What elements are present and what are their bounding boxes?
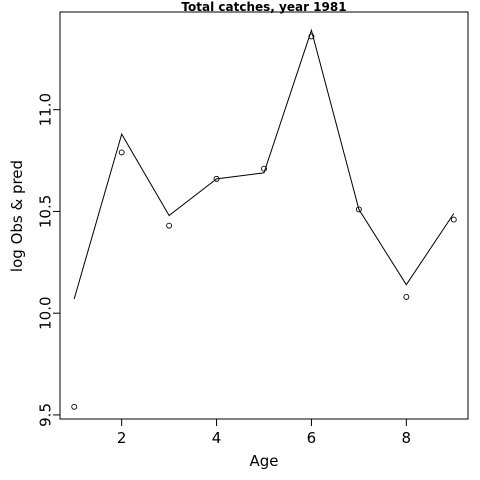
y-axis: 9.5 10.0 10.5 11.0 <box>37 93 61 427</box>
chart-title: Total catches, year 1981 <box>181 0 346 14</box>
x-axis-label: Age <box>249 452 278 470</box>
y-tick-label: 10.0 <box>37 296 55 329</box>
plot-frame <box>59 11 469 420</box>
observed-point <box>166 222 173 229</box>
observed-point <box>118 149 125 156</box>
x-tick-label: 8 <box>402 429 412 447</box>
observed-point <box>450 216 457 223</box>
observed-point <box>355 206 362 213</box>
x-tick-label: 2 <box>117 429 127 447</box>
predicted-line <box>73 28 455 300</box>
y-axis-label: log Obs & pred <box>8 160 26 272</box>
observed-point <box>71 403 78 410</box>
y-tick-label: 9.5 <box>37 403 55 427</box>
series-layer <box>71 28 457 410</box>
x-tick-label: 4 <box>212 429 222 447</box>
x-axis: 2 4 6 8 <box>117 418 412 447</box>
observed-point <box>261 165 267 172</box>
x-tick-label: 6 <box>307 429 317 447</box>
observed-point <box>403 293 410 300</box>
y-tick-label: 11.0 <box>37 93 55 126</box>
y-tick-label: 10.5 <box>37 195 55 228</box>
